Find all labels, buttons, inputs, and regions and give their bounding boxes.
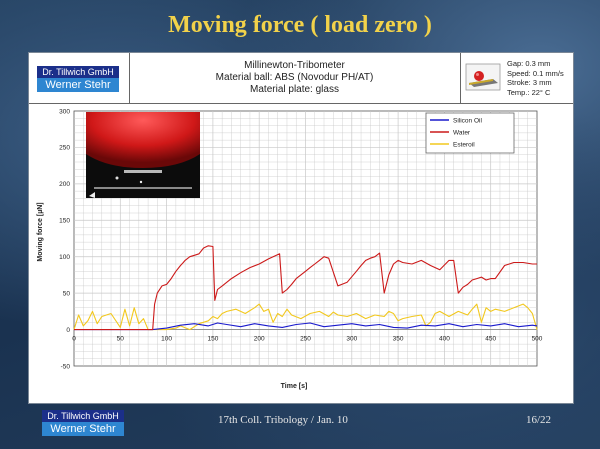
footer-logo-line-1: Dr. Tillwich GmbH — [42, 410, 124, 422]
legend-label-silicon-oil: Silicon Oil — [453, 118, 482, 125]
spec-temp: Temp.: 22° C — [507, 87, 551, 97]
slide-title: Moving force ( load zero ) — [168, 12, 432, 38]
x-tick-label: 300 — [346, 336, 357, 343]
x-tick-label: 50 — [117, 336, 125, 343]
spec-stroke: Stroke: 3 mm — [507, 78, 552, 87]
header-line-1: Millinewton-Tribometer — [244, 60, 345, 71]
x-tick-label: 450 — [485, 336, 496, 343]
spec-speed: Speed: 0.1 mm/s — [507, 68, 564, 78]
x-tick-label: 100 — [161, 336, 172, 343]
x-tick-label: 150 — [207, 336, 218, 343]
company-logo: Dr. Tillwich GmbH Werner Stehr — [37, 66, 119, 92]
footer-center-text: 17th Coll. Tribology / Jan. 10 — [218, 414, 348, 426]
y-tick-label: 200 — [59, 181, 70, 188]
header-title-cell: Millinewton-Tribometer Material ball: AB… — [129, 53, 461, 103]
header-line-3: Material plate: glass — [250, 84, 339, 95]
spec-gap: Gap: 0.3 mm — [507, 59, 551, 68]
footer-page-number: 16/22 — [526, 414, 552, 426]
y-tick-label: 150 — [59, 218, 70, 225]
x-tick-label: 350 — [393, 336, 404, 343]
footer-logo-line-2: Werner Stehr — [42, 422, 124, 436]
legend-label-water: Water — [453, 130, 471, 137]
x-tick-label: 250 — [300, 336, 311, 343]
y-tick-label: 50 — [63, 290, 71, 297]
series-line-silicon-oil — [74, 322, 538, 331]
chart-header: Dr. Tillwich GmbH Werner Stehr Millinewt… — [29, 53, 573, 104]
y-tick-label: 100 — [59, 254, 70, 261]
footer-logo: Dr. Tillwich GmbH Werner Stehr — [42, 410, 124, 436]
x-tick-labels: 0 50 100 150 200 250 300 350 400 450 500 — [72, 336, 543, 343]
header-logo-cell: Dr. Tillwich GmbH Werner Stehr — [29, 53, 130, 103]
series-line-esteroil — [73, 303, 538, 331]
y-tick-labels: -50 0 50 100 150 200 250 300 — [59, 108, 70, 370]
chart-legend: Silicon Oil Water Esteroil — [425, 112, 515, 154]
chart-panel: Dr. Tillwich GmbH Werner Stehr Millinewt… — [28, 52, 574, 404]
x-tick-label: 400 — [439, 336, 450, 343]
chart-series-lines — [73, 245, 538, 331]
y-tick-label: 0 — [66, 327, 70, 334]
ball-on-plate-icon — [465, 63, 501, 91]
header-line-2: Material ball: ABS (Novodur PH/AT) — [215, 72, 374, 83]
y-tick-label: 300 — [59, 108, 70, 115]
x-tick-label: 200 — [254, 336, 265, 343]
x-tick-label: 500 — [532, 336, 543, 343]
x-axis-label: Time [s] — [281, 383, 308, 390]
test-specs: Gap: 0.3 mm Speed: 0.1 mm/s Stroke: 3 mm… — [507, 59, 564, 97]
legend-label-esteroil: Esteroil — [453, 142, 475, 149]
y-tick-label: -50 — [61, 363, 71, 370]
series-line-water — [74, 245, 537, 331]
logo-line-1: Dr. Tillwich GmbH — [37, 66, 119, 78]
ball-photo-inset — [86, 112, 200, 198]
logo-line-2: Werner Stehr — [37, 78, 119, 92]
moving-force-chart: -50 0 50 100 150 200 250 300 0 50 100 150 200 250 300… — [37, 108, 543, 390]
x-tick-label: 0 — [72, 336, 76, 343]
y-axis-label: Moving force [µN] — [37, 202, 44, 261]
y-tick-label: 250 — [59, 145, 70, 152]
